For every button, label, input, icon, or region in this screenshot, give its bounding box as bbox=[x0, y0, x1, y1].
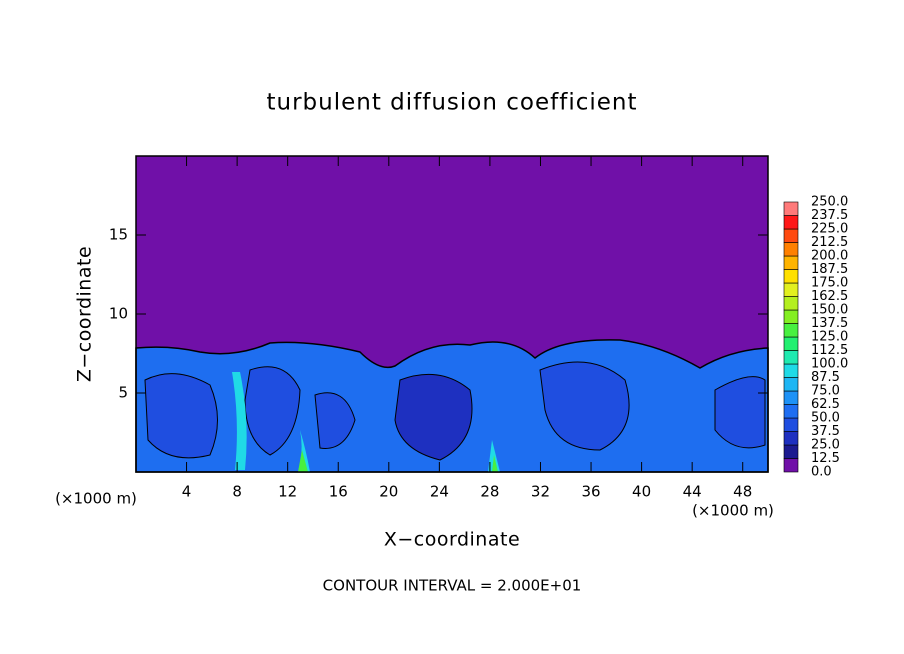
colorbar-cell bbox=[783, 215, 799, 230]
colorbar-cell bbox=[783, 269, 799, 284]
colorbar-cell bbox=[783, 417, 799, 432]
colorbar-cell bbox=[783, 350, 799, 365]
colorbar-cell bbox=[783, 255, 799, 270]
colorbar-cell bbox=[783, 296, 799, 311]
colorbar-label: 62.5 bbox=[811, 397, 840, 412]
y-axis-label: Z−coordinate bbox=[74, 246, 96, 382]
x-tick-label: 20 bbox=[379, 483, 398, 501]
colorbar-label: 87.5 bbox=[811, 370, 840, 385]
colorbar-cell bbox=[783, 390, 799, 405]
colorbar: 0.012.525.037.550.062.575.087.5100.0112.… bbox=[783, 195, 848, 480]
colorbar-label: 150.0 bbox=[811, 303, 848, 318]
colorbar-cell bbox=[783, 323, 799, 338]
footnote: CONTOUR INTERVAL = 2.000E+01 bbox=[323, 577, 582, 595]
x-unit: (×1000 m) bbox=[55, 490, 137, 508]
x-tick-label: 24 bbox=[430, 483, 449, 501]
colorbar-cell bbox=[783, 377, 799, 392]
field-region bbox=[144, 373, 218, 459]
x-tick-label: 28 bbox=[480, 483, 499, 501]
field-region bbox=[539, 361, 630, 451]
colorbar-label: 112.5 bbox=[811, 343, 848, 358]
colorbar-label: 212.5 bbox=[811, 235, 848, 250]
y-tick-label: 5 bbox=[118, 384, 128, 402]
colorbar-cell bbox=[783, 242, 799, 257]
colorbar-label: 137.5 bbox=[811, 316, 848, 331]
x-unit: (×1000 m) bbox=[692, 502, 774, 520]
colorbar-cell bbox=[783, 228, 799, 243]
chart-title: turbulent diffusion coefficient bbox=[266, 90, 637, 116]
field-region bbox=[714, 376, 766, 449]
colorbar-label: 37.5 bbox=[811, 424, 840, 439]
x-axis-label: X−coordinate bbox=[384, 529, 520, 551]
x-tick-label: 4 bbox=[182, 483, 192, 501]
colorbar-cell bbox=[783, 201, 799, 216]
colorbar-label: 25.0 bbox=[811, 438, 840, 453]
colorbar-cell bbox=[783, 336, 799, 351]
x-tick-label: 8 bbox=[232, 483, 242, 501]
colorbar-label: 0.0 bbox=[811, 465, 832, 480]
colorbar-label: 225.0 bbox=[811, 222, 848, 237]
y-tick-label: 15 bbox=[109, 226, 128, 244]
colorbar-label: 12.5 bbox=[811, 451, 840, 466]
colorbar-label: 237.5 bbox=[811, 208, 848, 223]
x-tick-label: 12 bbox=[278, 483, 297, 501]
field-region bbox=[314, 392, 356, 449]
x-tick-label: 40 bbox=[632, 483, 651, 501]
y-tick-label: 10 bbox=[109, 305, 128, 323]
colorbar-label: 100.0 bbox=[811, 357, 848, 372]
colorbar-label: 162.5 bbox=[811, 289, 848, 304]
colorbar-label: 75.0 bbox=[811, 384, 840, 399]
x-tick-label: 48 bbox=[733, 483, 752, 501]
colorbar-label: 175.0 bbox=[811, 276, 848, 291]
colorbar-label: 250.0 bbox=[811, 195, 848, 210]
colorbar-label: 125.0 bbox=[811, 330, 848, 345]
colorbar-cell bbox=[783, 458, 799, 473]
colorbar-label: 200.0 bbox=[811, 249, 848, 264]
colorbar-cell bbox=[783, 404, 799, 419]
field bbox=[135, 156, 769, 473]
colorbar-cell bbox=[783, 309, 799, 324]
field-region bbox=[244, 366, 301, 456]
x-tick-label: 44 bbox=[683, 483, 702, 501]
colorbar-cell bbox=[783, 431, 799, 446]
colorbar-cell bbox=[783, 282, 799, 297]
field-region bbox=[394, 373, 473, 461]
colorbar-cell bbox=[783, 444, 799, 459]
colorbar-cell bbox=[783, 363, 799, 378]
x-tick-label: 16 bbox=[329, 483, 348, 501]
colorbar-label: 50.0 bbox=[811, 411, 840, 426]
x-tick-label: 32 bbox=[531, 483, 550, 501]
colorbar-label: 187.5 bbox=[811, 262, 848, 277]
x-tick-label: 36 bbox=[581, 483, 600, 501]
